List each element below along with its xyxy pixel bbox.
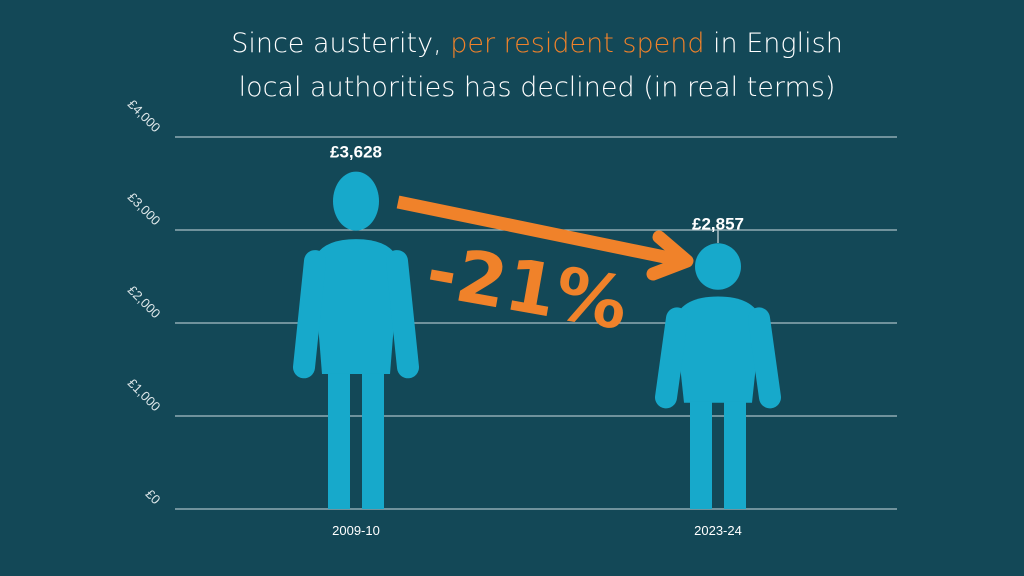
person-torso [313, 239, 399, 375]
chart-title-line1: Since austerity, per resident spend in E… [0, 28, 1024, 59]
chart-title-line2: local authorities has declined (in real … [238, 72, 836, 103]
data-label: £3,628 [330, 143, 382, 162]
person-arm [748, 307, 781, 409]
title-highlight: per resident spend [450, 28, 705, 59]
person-leg [724, 401, 746, 509]
person-icon [655, 243, 781, 509]
person-icon [293, 171, 419, 509]
trend-arrow-shaft [396, 195, 686, 268]
title-post: in English [704, 28, 843, 59]
y-tick-label: £0 [143, 486, 164, 507]
x-tick-label: 2023-24 [694, 523, 742, 538]
x-tick-label: 2009-10 [332, 523, 380, 538]
y-tick-label: £1,000 [125, 375, 164, 414]
person-arm [386, 250, 419, 379]
person-arm [293, 250, 326, 379]
y-tick-label: £3,000 [125, 189, 164, 228]
person-leg [690, 401, 712, 509]
trend-arrow-head [646, 230, 694, 281]
y-tick-label: £2,000 [125, 282, 164, 321]
title-pre: Since austerity, [231, 28, 451, 59]
y-tick-label: £4,000 [125, 96, 164, 135]
person-arm [655, 307, 688, 409]
person-head [333, 171, 379, 231]
person-head [695, 243, 741, 290]
person-leg [362, 373, 384, 509]
person-torso [675, 296, 761, 403]
data-label: £2,857 [692, 214, 744, 233]
person-leg [328, 373, 350, 509]
